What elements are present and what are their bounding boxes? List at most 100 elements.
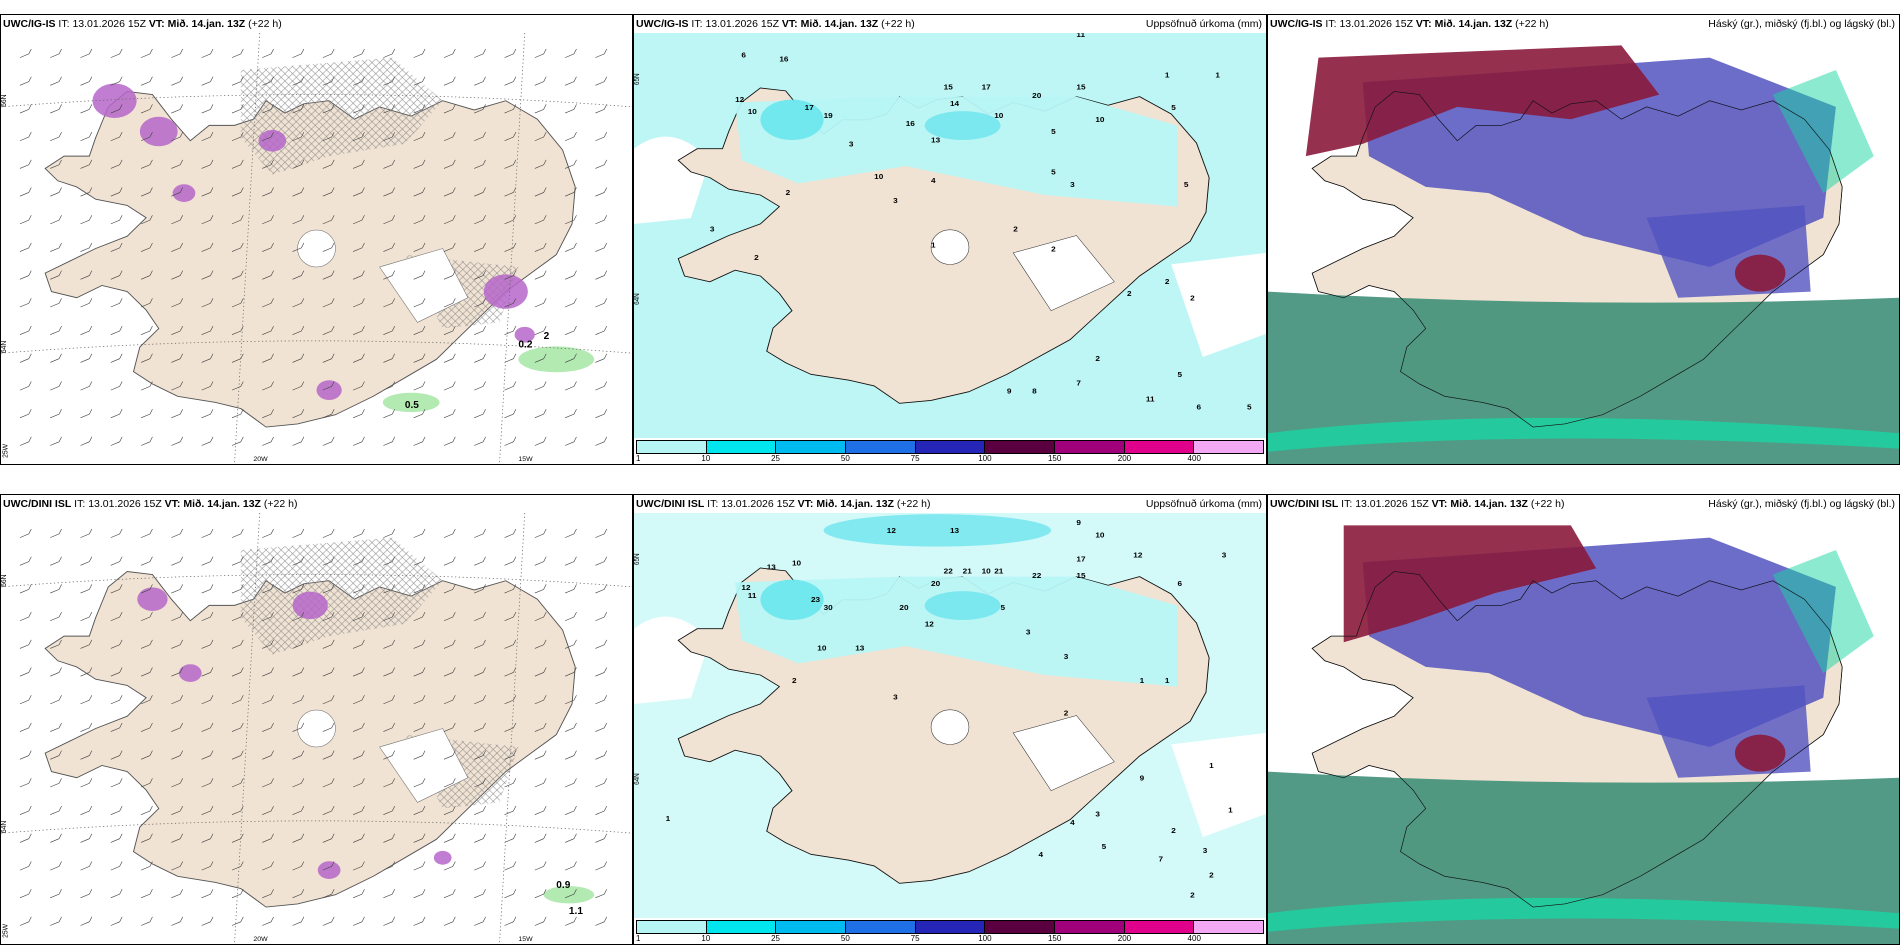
vt-label: VT: — [164, 498, 181, 510]
colorbar-tick-label: 75 — [910, 934, 920, 943]
precip-value-label: 13 — [767, 563, 777, 572]
corner-longitude-label: 25W — [2, 923, 9, 937]
high-cloud-area — [1734, 734, 1786, 772]
colorbar-swatch — [915, 921, 986, 933]
precip-value-label: 10 — [994, 111, 1004, 120]
precip-value-label: 15 — [1076, 571, 1086, 580]
precip-value-label: 9 — [1076, 518, 1081, 527]
vt-value: Mið. 14.jan. 13Z — [167, 18, 246, 30]
precip-value-label: 10 — [748, 107, 758, 116]
precip-value-label: 10 — [874, 172, 884, 181]
precip-value-label: 20 — [1032, 91, 1042, 100]
colorbar-swatch — [776, 441, 847, 453]
colorbar-swatch — [985, 921, 1056, 933]
precip-value-label: 10 — [982, 567, 992, 576]
precip-value-label: 5 — [1171, 103, 1176, 112]
it-value: 13.01.2026 15Z — [705, 18, 779, 30]
precip-value-label: 3 — [1064, 652, 1069, 661]
precip-value-label: 5 — [1051, 168, 1056, 177]
precip-map-panel-dini-isl: UWC/DINI ISL IT: 13.01.2026 15Z VT: Mið.… — [633, 494, 1267, 945]
it-label: IT: — [691, 18, 703, 30]
latitude-label: 65N — [634, 73, 641, 85]
precip-colorbar: 1 10 25 50 75 100 150 200 400 — [636, 920, 1264, 943]
precip-value-label: 11 — [1146, 395, 1155, 404]
colorbar-ticks: 1 10 25 50 75 100 150 200 400 — [636, 454, 1264, 463]
snow-wind-area — [292, 591, 328, 620]
panel-title: Uppsöfnuð úrkoma (mm) — [1145, 498, 1262, 510]
precip-value-label: 3 — [893, 693, 898, 702]
cloud-map[interactable] — [1268, 33, 1899, 464]
precip-value-label: 15 — [944, 83, 954, 92]
latitude-label: 64N — [1, 821, 8, 833]
panel-header: UWC/IG-IS IT: 13.01.2026 15Z VT: Mið. 14… — [1268, 15, 1899, 33]
precip-value-label: 21 — [963, 567, 973, 576]
precip-value-label: 3 — [1070, 180, 1075, 189]
colorbar-swatches — [636, 440, 1264, 454]
precip-value-label: 1 — [1165, 676, 1170, 685]
glacier — [930, 709, 970, 745]
precip-value-label: 1 — [1228, 806, 1233, 815]
high-cloud-area — [1343, 525, 1597, 643]
precip-value-label: 1 — [1165, 71, 1170, 80]
it-label: IT: — [707, 498, 719, 510]
precip-value-label: 3 — [1222, 551, 1227, 560]
wind-barbs — [19, 48, 608, 446]
panel-title: Háský (gr.), miðský (fj.bl.) og lágský (… — [1708, 18, 1895, 30]
precip-value-label: 14 — [950, 99, 960, 108]
coastline — [1311, 91, 1843, 428]
latitude-label: 66N — [1, 574, 8, 586]
colorbar-swatch — [985, 441, 1056, 453]
colorbar-tick-label: 200 — [1117, 454, 1132, 463]
precip-value-label: 11 — [1076, 33, 1085, 39]
vt-label: VT: — [797, 498, 814, 510]
vt-value: Mið. 14.jan. 13Z — [1450, 498, 1528, 510]
high-cloud-area — [1734, 254, 1786, 292]
colorbar-tick-label: 400 — [1187, 934, 1201, 943]
precip-value-label: 2 — [792, 676, 797, 685]
precip-value-label: 12 — [887, 527, 897, 536]
low-cloud-bright-band — [1772, 69, 1874, 194]
colorbar-swatch — [1194, 441, 1264, 453]
precip-value-label: 13 — [855, 644, 865, 653]
precip-map[interactable]: 65N 64N 12 13 9 10 12 3 22 21 10 21 17 15 22 20 13 10 23 30… — [634, 513, 1266, 918]
wind-map[interactable]: 66N 64N 20W 15W 25W 0.5 2 0.2 — [1, 33, 632, 464]
longitude-label: 20W — [253, 936, 268, 943]
lead-time: (+22 h) — [263, 498, 298, 510]
colorbar-swatch — [915, 441, 986, 453]
precip-value-label: 7 — [1076, 379, 1081, 388]
precip-value-label: 2 — [1127, 290, 1132, 299]
precip-value-label: 15 — [1076, 83, 1086, 92]
model-name: UWC/IG-IS — [636, 18, 689, 30]
latitude-label: 64N — [1, 341, 8, 353]
precip-value-label: 17 — [1076, 555, 1086, 564]
wind-map[interactable]: 66N 64N 20W 15W 25W 0.9 1.1 — [1, 513, 632, 944]
panel-title: Háský (gr.), miðský (fj.bl.) og lágský (… — [1708, 498, 1895, 510]
precip-value-label: 5 — [1001, 604, 1006, 613]
it-value: 13.01.2026 15Z — [1339, 18, 1413, 30]
cloud-map[interactable] — [1268, 513, 1899, 944]
wind-value-label: 2 — [544, 331, 550, 342]
snow-wind-area — [172, 184, 196, 202]
precip-heavy-area — [924, 591, 1001, 621]
panel-header: UWC/IG-IS IT: 13.01.2026 15Z VT: Mið. 14… — [634, 15, 1266, 33]
snow-wind-area — [92, 83, 137, 118]
precip-value-label: 23 — [811, 595, 821, 604]
colorbar-tick-label: 10 — [701, 934, 711, 943]
wind-map-panel-ig-is: UWC/IG-IS IT: 13.01.2026 15Z VT: Mið. 14… — [0, 14, 633, 465]
precip-value-label: 3 — [1095, 810, 1100, 819]
lead-time: (+22 h) — [881, 18, 915, 30]
colorbar-swatch — [846, 921, 916, 933]
corner-longitude-label: 25W — [2, 443, 9, 457]
wind-barbs — [19, 528, 608, 926]
model-name: UWC/DINI ISL — [3, 498, 72, 510]
snow-wind-area — [317, 861, 341, 879]
precip-map[interactable]: 65N 64N 11 6 16 12 10 17 19 15 17 20 15 14 10 10 16 13 5 1 1… — [634, 33, 1266, 438]
colorbar-tick-label: 150 — [1047, 454, 1062, 463]
colorbar-tick-label: 25 — [771, 934, 780, 943]
panel-header: UWC/DINI ISL IT: 13.01.2026 15Z VT: Mið.… — [1268, 495, 1899, 513]
precip-value-label: 20 — [931, 579, 941, 588]
precip-value-label: 21 — [994, 567, 1004, 576]
rain-wind-area — [518, 346, 595, 373]
it-label: IT: — [1325, 18, 1337, 30]
lead-time: (+22 h) — [896, 498, 931, 510]
